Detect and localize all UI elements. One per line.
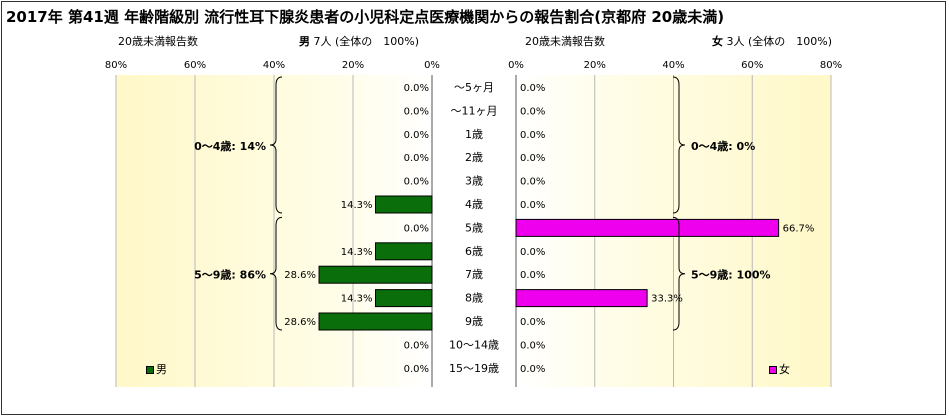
- left-tick-label: 0%: [424, 60, 440, 71]
- female-value-label: 66.7%: [783, 223, 815, 234]
- right-legend: 女: [769, 361, 790, 377]
- left-legend-swatch: [146, 366, 154, 374]
- left-tick-label: 60%: [184, 60, 206, 71]
- left-header-label: 20歳未満報告数: [118, 35, 198, 48]
- category-label: ～11ヶ月: [451, 104, 498, 117]
- female-value-label: 0.0%: [520, 200, 545, 211]
- left-brace-5-9: [269, 216, 283, 331]
- male-bar: [318, 265, 433, 284]
- category-label: 6歳: [465, 245, 483, 258]
- left-header-summary: 男 7人 (全体の 100%): [299, 33, 419, 49]
- male-value-label: 0.0%: [404, 177, 429, 188]
- male-bar: [318, 312, 433, 331]
- female-value-label: 0.0%: [520, 340, 545, 351]
- right-legend-label: 女: [779, 363, 790, 376]
- category-label: 7歳: [465, 268, 483, 281]
- female-value-label: 33.3%: [651, 294, 683, 305]
- male-bar: [375, 195, 433, 214]
- left-tick-label: 40%: [263, 60, 285, 71]
- left-tick-label: 20%: [342, 60, 364, 71]
- right-header-total: (全体の 100%): [748, 35, 833, 48]
- left-header-count: 7人: [313, 35, 332, 48]
- left-brace-0-4: [269, 76, 283, 214]
- female-value-label: 0.0%: [520, 83, 545, 94]
- male-bar: [375, 242, 433, 261]
- right-legend-swatch: [769, 366, 777, 374]
- category-label: 1歳: [465, 128, 483, 141]
- female-value-label: 0.0%: [520, 317, 545, 328]
- left-tick-label: 80%: [105, 60, 127, 71]
- male-bar: [375, 289, 433, 308]
- right-tick-label: 40%: [662, 60, 684, 71]
- left-group-label-0-4: 0～4歳: 14%: [194, 139, 266, 153]
- female-value-label: 0.0%: [520, 270, 545, 281]
- male-value-label: 14.3%: [341, 247, 373, 258]
- male-value-label: 0.0%: [404, 106, 429, 117]
- male-value-label: 0.0%: [404, 153, 429, 164]
- right-brace-0-4: [672, 76, 686, 214]
- right-header-summary: 女 3人 (全体の 100%): [712, 33, 832, 49]
- category-label: 2歳: [465, 151, 483, 164]
- right-brace-5-9: [672, 216, 686, 331]
- left-group-label-5-9: 5～9歳: 86%: [194, 268, 266, 282]
- right-tick-label: 80%: [820, 60, 842, 71]
- right-header-count: 3人: [726, 35, 745, 48]
- male-value-label: 0.0%: [404, 130, 429, 141]
- male-value-label: 28.6%: [284, 270, 316, 281]
- male-value-label: 0.0%: [404, 223, 429, 234]
- female-bar: [515, 289, 648, 308]
- category-label: 10～14歳: [449, 338, 499, 351]
- left-legend: 男: [146, 361, 167, 377]
- category-label: 5歳: [465, 221, 483, 234]
- female-value-label: 0.0%: [520, 247, 545, 258]
- right-header-gender: 女: [712, 35, 723, 48]
- right-group-label-5-9: 5～9歳: 100%: [691, 268, 771, 282]
- female-value-label: 0.0%: [520, 106, 545, 117]
- category-label: ～5ヶ月: [454, 81, 494, 94]
- male-value-label: 14.3%: [341, 200, 373, 211]
- female-bar: [515, 218, 780, 237]
- male-value-label: 0.0%: [404, 364, 429, 375]
- right-tick-label: 60%: [741, 60, 763, 71]
- right-group-label-0-4: 0～4歳: 0%: [691, 139, 755, 153]
- female-value-label: 0.0%: [520, 177, 545, 188]
- female-value-label: 0.0%: [520, 153, 545, 164]
- category-label: 8歳: [465, 292, 483, 305]
- chart-title: 2017年 第41週 年齢階級別 流行性耳下腺炎患者の小児科定点医療機関からの報…: [6, 8, 725, 26]
- right-tick-label: 20%: [584, 60, 606, 71]
- right-header-label: 20歳未満報告数: [525, 35, 605, 48]
- left-header-total: (全体の 100%): [335, 35, 420, 48]
- male-value-label: 14.3%: [341, 294, 373, 305]
- female-value-label: 0.0%: [520, 364, 545, 375]
- left-header-gender: 男: [299, 35, 310, 48]
- category-label: 9歳: [465, 315, 483, 328]
- category-label: 4歳: [465, 198, 483, 211]
- male-value-label: 0.0%: [404, 83, 429, 94]
- right-tick-label: 0%: [508, 60, 524, 71]
- left-legend-label: 男: [156, 363, 167, 376]
- male-value-label: 0.0%: [404, 340, 429, 351]
- female-value-label: 0.0%: [520, 130, 545, 141]
- male-value-label: 28.6%: [284, 317, 316, 328]
- category-label: 15～19歳: [449, 362, 499, 375]
- category-label: 3歳: [465, 175, 483, 188]
